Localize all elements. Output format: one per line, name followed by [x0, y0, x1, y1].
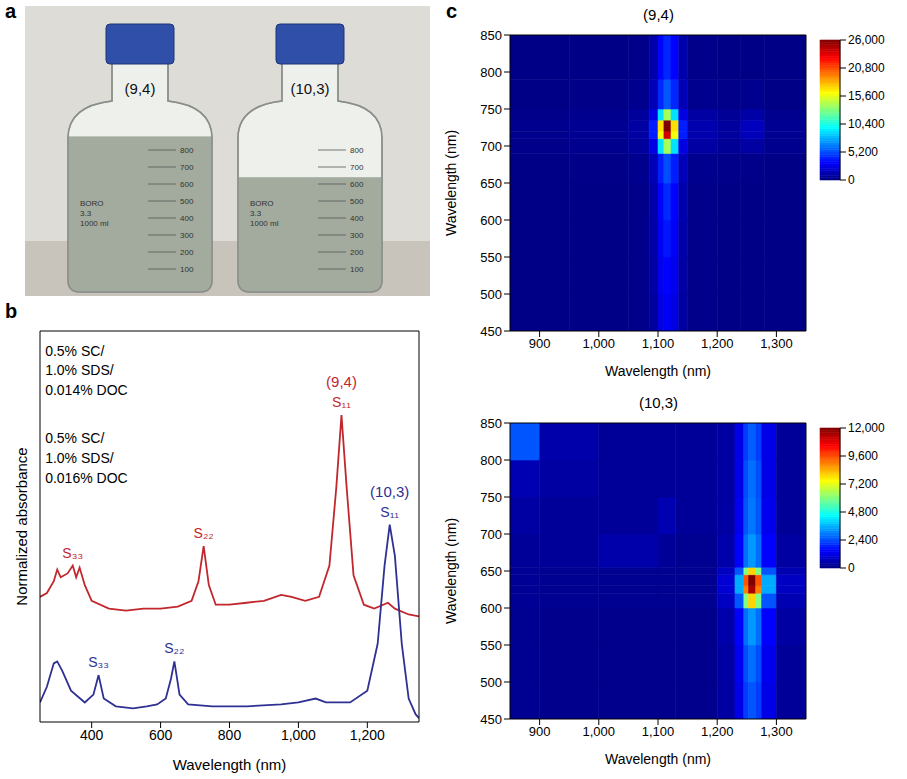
svg-text:BORO: BORO: [80, 199, 104, 208]
svg-text:Normalized absorbance: Normalized absorbance: [13, 447, 30, 605]
svg-text:100: 100: [180, 265, 194, 274]
svg-text:800: 800: [480, 453, 502, 468]
svg-text:S₁₁: S₁₁: [380, 504, 399, 520]
svg-text:(10,3): (10,3): [370, 483, 409, 500]
svg-text:0: 0: [848, 173, 855, 187]
svg-text:600: 600: [149, 727, 173, 743]
svg-text:800: 800: [180, 146, 194, 155]
svg-text:1.0% SDS/: 1.0% SDS/: [45, 362, 114, 378]
svg-text:3.3: 3.3: [250, 209, 262, 218]
svg-text:800: 800: [480, 65, 502, 80]
svg-text:0.5% SC/: 0.5% SC/: [45, 343, 104, 359]
svg-text:700: 700: [180, 163, 194, 172]
svg-text:7,200: 7,200: [848, 477, 878, 491]
svg-text:600: 600: [180, 180, 194, 189]
svg-text:20,800: 20,800: [848, 61, 885, 75]
svg-text:1,000: 1,000: [281, 727, 316, 743]
svg-text:S₃₃: S₃₃: [62, 545, 83, 561]
svg-text:1,200: 1,200: [701, 336, 734, 351]
svg-text:200: 200: [350, 248, 364, 257]
svg-text:1,300: 1,300: [760, 336, 793, 351]
svg-text:1,100: 1,100: [642, 724, 675, 739]
svg-text:Wavelength (nm): Wavelength (nm): [605, 751, 711, 767]
html-text:c: c: [446, 0, 458, 22]
svg-text:S₃₃: S₃₃: [88, 654, 109, 670]
svg-text:15,600: 15,600: [848, 89, 885, 103]
svg-text:S₂₂: S₂₂: [164, 640, 184, 656]
svg-text:1000 ml: 1000 ml: [250, 219, 279, 228]
svg-text:800: 800: [218, 727, 242, 743]
svg-text:1,100: 1,100: [642, 336, 675, 351]
svg-text:450: 450: [480, 712, 502, 727]
svg-text:300: 300: [350, 231, 364, 240]
svg-text:1,200: 1,200: [350, 727, 385, 743]
svg-text:S₂₂: S₂₂: [194, 525, 214, 541]
svg-text:500: 500: [350, 197, 364, 206]
svg-text:550: 550: [480, 638, 502, 653]
svg-text:500: 500: [180, 197, 194, 206]
svg-text:650: 650: [480, 564, 502, 579]
svg-text:750: 750: [480, 102, 502, 117]
svg-text:26,000: 26,000: [848, 33, 885, 47]
svg-text:300: 300: [180, 231, 194, 240]
svg-text:900: 900: [529, 724, 551, 739]
svg-text:700: 700: [480, 139, 502, 154]
svg-text:200: 200: [180, 248, 194, 257]
svg-text:2,400: 2,400: [848, 533, 878, 547]
svg-text:700: 700: [480, 527, 502, 542]
svg-text:BORO: BORO: [250, 199, 274, 208]
svg-text:100: 100: [350, 265, 364, 274]
svg-text:500: 500: [480, 675, 502, 690]
svg-text:3.3: 3.3: [80, 209, 92, 218]
svg-text:10,400: 10,400: [848, 117, 885, 131]
svg-text:9,600: 9,600: [848, 449, 878, 463]
svg-text:750: 750: [480, 490, 502, 505]
svg-text:4,800: 4,800: [848, 505, 878, 519]
svg-text:0: 0: [848, 561, 855, 575]
svg-text:Wavelength (nm): Wavelength (nm): [443, 130, 459, 236]
html-text:(9,4): (9,4): [643, 6, 674, 23]
svg-text:1.0% SDS/: 1.0% SDS/: [45, 450, 114, 466]
svg-text:800: 800: [350, 146, 364, 155]
svg-text:850: 850: [480, 28, 502, 43]
svg-text:900: 900: [529, 336, 551, 351]
svg-text:600: 600: [480, 601, 502, 616]
svg-text:600: 600: [350, 180, 364, 189]
svg-text:0.5% SC/: 0.5% SC/: [45, 430, 104, 446]
svg-text:850: 850: [480, 416, 502, 431]
svg-text:12,000: 12,000: [848, 421, 885, 435]
svg-text:5,200: 5,200: [848, 145, 878, 159]
svg-text:S₁₁: S₁₁: [332, 394, 351, 410]
svg-text:(9,4): (9,4): [326, 373, 357, 390]
svg-text:600: 600: [480, 213, 502, 228]
html-text:a: a: [5, 0, 17, 22]
html-text:b: b: [5, 300, 18, 322]
svg-text:650: 650: [480, 176, 502, 191]
svg-text:Wavelength (nm): Wavelength (nm): [173, 756, 287, 773]
svg-text:500: 500: [480, 287, 502, 302]
svg-text:1,200: 1,200: [701, 724, 734, 739]
svg-text:450: 450: [480, 324, 502, 339]
svg-text:Wavelength (nm): Wavelength (nm): [605, 363, 711, 379]
svg-text:700: 700: [350, 163, 364, 172]
svg-text:1,000: 1,000: [583, 724, 616, 739]
svg-text:400: 400: [350, 214, 364, 223]
html-text:(10,3): (10,3): [638, 394, 679, 411]
svg-text:550: 550: [480, 250, 502, 265]
svg-text:(10,3): (10,3): [290, 80, 329, 97]
svg-text:Wavelength (nm): Wavelength (nm): [443, 518, 459, 624]
svg-text:0.014% DOC: 0.014% DOC: [45, 382, 127, 398]
svg-text:1,300: 1,300: [760, 724, 793, 739]
svg-text:0.016% DOC: 0.016% DOC: [45, 470, 127, 486]
svg-text:1000 ml: 1000 ml: [80, 219, 109, 228]
svg-text:400: 400: [80, 727, 104, 743]
svg-text:400: 400: [180, 214, 194, 223]
svg-text:1,000: 1,000: [583, 336, 616, 351]
svg-text:(9,4): (9,4): [125, 80, 156, 97]
